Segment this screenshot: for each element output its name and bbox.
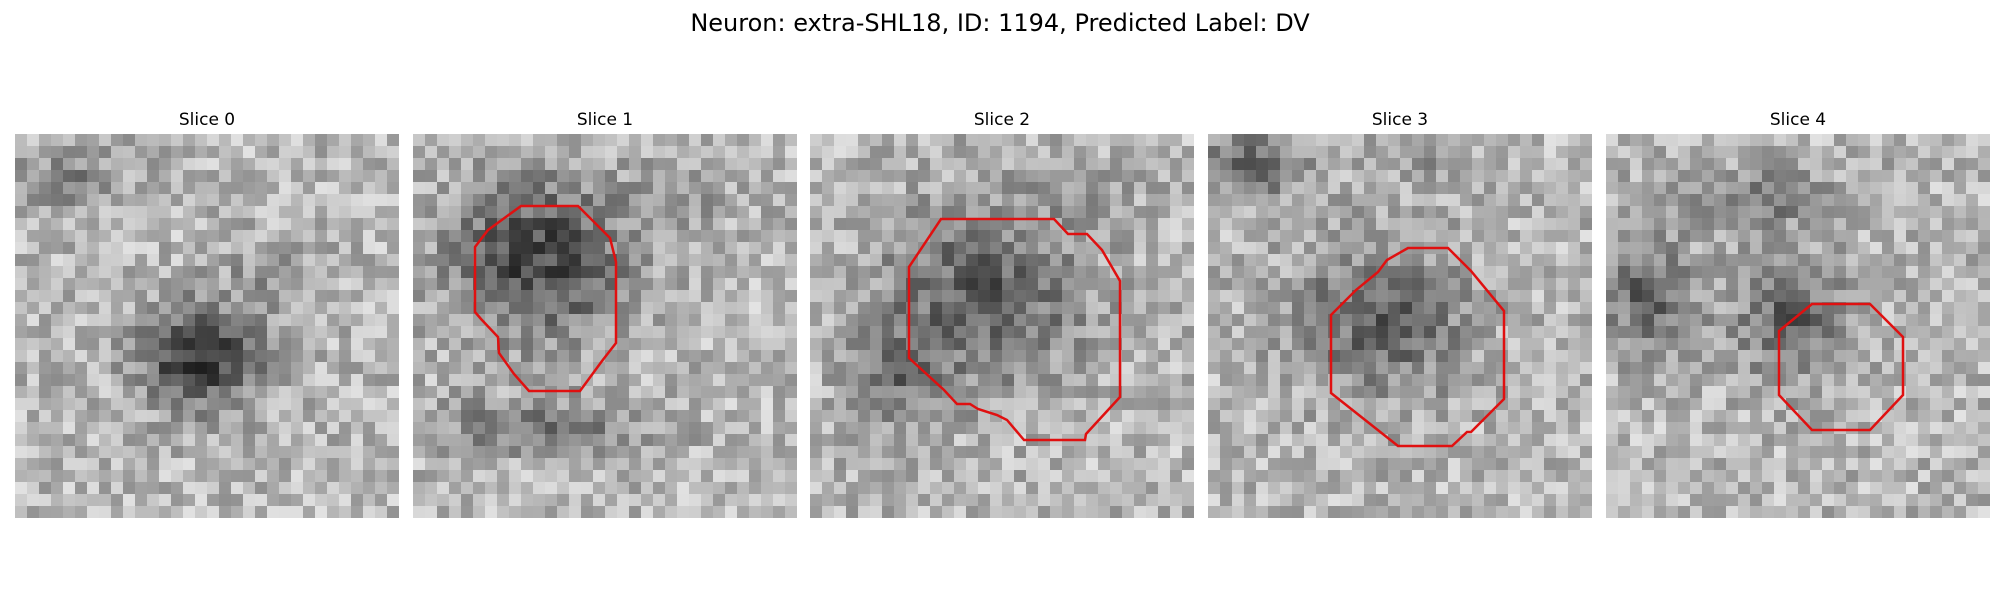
figure-title: Neuron: extra-SHL18, ID: 1194, Predicted… xyxy=(690,9,1310,37)
pixel-grid xyxy=(413,134,797,518)
slice-image xyxy=(810,134,1194,518)
roi-outline xyxy=(473,204,618,393)
roi-outline xyxy=(1329,246,1506,448)
slice-image xyxy=(1606,134,1990,518)
slice-image xyxy=(15,134,399,518)
pixel-grid xyxy=(1606,134,1990,518)
slice-panel-1: Slice 1 xyxy=(413,108,797,518)
slice-title: Slice 2 xyxy=(973,110,1031,130)
slice-panel-2: Slice 2 xyxy=(810,108,1194,518)
pixel-grid xyxy=(810,134,1194,518)
pixel-grid xyxy=(1208,134,1592,518)
roi-outline xyxy=(1777,302,1905,432)
slice-title: Slice 0 xyxy=(178,110,236,130)
roi-outline xyxy=(907,217,1122,442)
slice-panel-0: Slice 0 xyxy=(15,108,399,518)
slice-title: Slice 4 xyxy=(1769,110,1827,130)
slice-panel-3: Slice 3 xyxy=(1208,108,1592,518)
slice-image xyxy=(413,134,797,518)
slice-panel-4: Slice 4 xyxy=(1606,108,1990,518)
slice-image xyxy=(1208,134,1592,518)
slice-title: Slice 1 xyxy=(576,110,634,130)
pixel-grid xyxy=(15,134,399,518)
slice-title: Slice 3 xyxy=(1371,110,1429,130)
